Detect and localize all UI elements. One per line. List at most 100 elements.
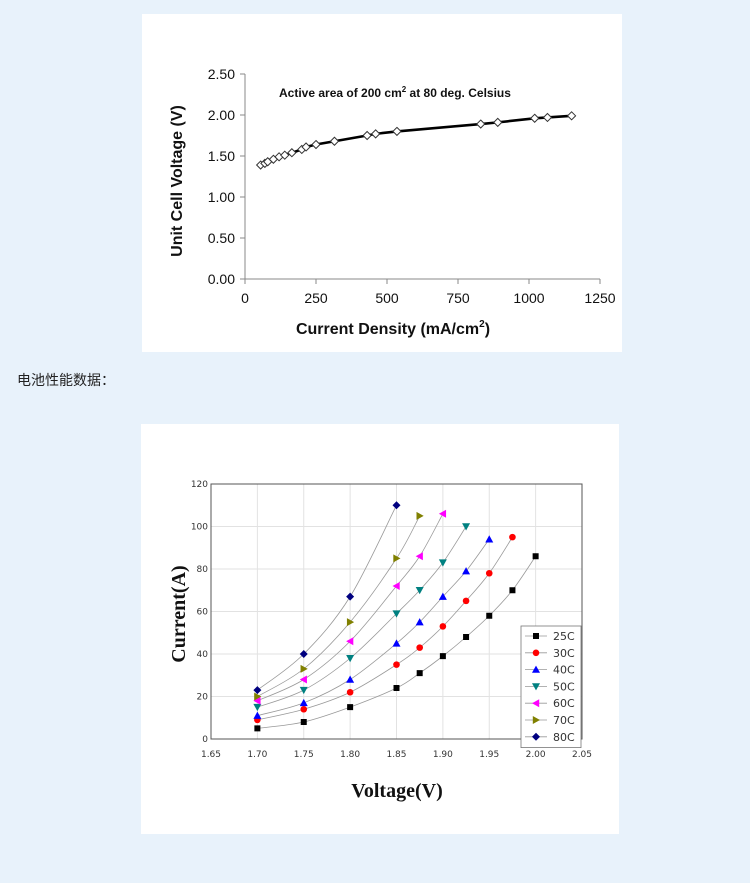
chart2-legend-label: 60C (553, 697, 575, 710)
chart2-x-tick-label: 1.80 (340, 750, 360, 760)
chart2-series-50c-point (415, 587, 424, 595)
chart2-series-25c-point (393, 685, 400, 691)
chart1-axes (240, 73, 601, 284)
chart2-series-30c-point (462, 597, 470, 605)
chart2-series-50c-point (253, 703, 262, 712)
chart1-data-point (329, 136, 340, 146)
chart2-series-50c-point (438, 559, 447, 567)
chart2-legend-label: 30C (553, 647, 575, 660)
chart2-series-30c-line (257, 536, 513, 721)
chart1-x-tick-label: 250 (304, 290, 328, 306)
chart2-series-50c-point (392, 610, 401, 618)
caption-text: 电池性能数据： (17, 373, 115, 389)
chart1-series (255, 111, 577, 170)
chart2-series-70c-point (346, 618, 355, 627)
chart2-y-tick-label: 120 (191, 480, 208, 490)
voltage-vs-current-density-chart: 0.00 0.50 1.00 1.50 2.00 2.50 0 250 500 750 1000 12… (169, 66, 616, 338)
chart2-series-60c-point (346, 637, 354, 646)
chart2-series-70c-point (254, 692, 262, 701)
chart2-series-40c-point (346, 675, 355, 683)
chart2-legend-marker (532, 665, 540, 673)
chart2-series-25c-point (509, 587, 516, 594)
chart1-annotation: Active area of 200 cm2 at 80 deg. Celsiu… (279, 85, 511, 100)
chart2-series-25c-point (254, 725, 261, 732)
chart2-x-tick-label: 1.85 (386, 750, 406, 760)
chart2-series-30c-point (439, 623, 447, 630)
chart-panel-2: 1.65 1.70 1.75 1.80 1.85 1.90 1.95 2.00 2.05 0 20 4… (141, 424, 619, 834)
chart2-y-tick-label: 60 (197, 608, 209, 618)
chart2-series-80c-line (257, 505, 397, 691)
chart2-legend-marker (532, 683, 540, 691)
chart2-series-40c-point (438, 592, 447, 600)
chart2-series-50c-line (257, 526, 467, 708)
chart2-series-30c-point (416, 644, 423, 651)
chart2-x-tick-label: 1.70 (247, 750, 267, 760)
chart1-y-tick-label: 0.50 (208, 230, 235, 246)
chart2-y-tick-label: 80 (197, 565, 209, 575)
chart1-data-point (362, 130, 372, 141)
chart1-y-tick-label: 2.00 (208, 107, 235, 123)
current-vs-voltage-chart: 1.65 1.70 1.75 1.80 1.85 1.90 1.95 2.00 2.05 0 20 4… (168, 480, 592, 802)
chart2-series-25c-point (439, 653, 446, 660)
chart1-xlabel-rest: ) (485, 321, 490, 338)
chart1-series-line (260, 114, 572, 167)
chart2-series-25c-point (347, 704, 354, 711)
chart1-data-point (370, 129, 381, 139)
chart2-axes (210, 483, 583, 740)
chart2-x-tick-label: 1.65 (201, 750, 221, 760)
chart2-series-60c-point (392, 582, 400, 590)
chart2-legend-marker (532, 649, 540, 657)
chart2-series-25c-point (416, 670, 423, 677)
chart1-x-tick-label: 1000 (513, 290, 544, 306)
chart1-data-point (287, 148, 297, 158)
chart2-series-50c-point (299, 686, 308, 695)
chart1-data-point (529, 113, 540, 123)
chart2-legend-label: 40C (553, 664, 575, 677)
chart2-plot-frame (210, 483, 583, 740)
chart1-data-point (566, 111, 577, 121)
chart2-series-60c-point (415, 552, 423, 561)
chart1-tick-labels: 0.00 0.50 1.00 1.50 2.00 2.50 0 250 500 750 1000 12… (208, 66, 616, 306)
chart1-annotation-main: Active area of 200 cm (279, 86, 402, 100)
chart2-legend: 25C 30C 40C 50C 60C 70C 80C (520, 625, 582, 748)
chart2-series-40c-line (257, 539, 490, 717)
chart2-series-70c-line (257, 515, 421, 697)
chart2-series-40c-point (462, 567, 471, 575)
chart1-data-point (280, 150, 290, 160)
chart2-x-tick-label: 1.90 (433, 750, 453, 760)
chart2-series-80c-point (299, 650, 308, 658)
chart2-series-25c-point (486, 612, 493, 619)
chart1-x-tick-label: 750 (446, 290, 470, 306)
chart2-series-70c-point (393, 554, 401, 563)
chart1-data-point (301, 142, 311, 152)
chart2-series-50c-point (346, 655, 355, 663)
chart2-x-axis-label: Voltage(V) (351, 780, 442, 802)
chart2-legend-label: 80C (553, 731, 575, 744)
chart2-series-70c-point (300, 664, 308, 673)
chart2-series-30c-point (346, 688, 354, 696)
chart2-series-40c-point (299, 698, 308, 707)
chart2-series-25c-point (463, 634, 470, 640)
chart2-series-30c-point (485, 569, 493, 577)
chart2-series (253, 501, 539, 732)
chart2-series-25c-point (532, 553, 539, 560)
chart2-series-25c-point (300, 719, 307, 725)
chart1-xlabel-sup: 2 (479, 319, 485, 330)
chart2-series-30c-point (300, 705, 308, 713)
chart2-series-30c-point (509, 533, 516, 541)
chart1-data-point (493, 117, 503, 128)
chart2-series-60c-point (438, 509, 447, 518)
chart2-y-tick-label: 100 (191, 523, 208, 533)
chart2-x-tick-label: 1.95 (479, 750, 499, 760)
chart1-data-point (311, 139, 321, 150)
chart2-series-60c-point (299, 675, 307, 684)
chart2-y-axis-label: Current(A) (168, 565, 190, 662)
chart1-y-tick-label: 1.00 (208, 189, 235, 205)
chart2-series-70c-point (416, 511, 424, 520)
chart2-legend-label: 70C (553, 714, 575, 727)
chart1-annotation-rest: at 80 deg. Celsius (406, 86, 511, 100)
chart2-y-tick-label: 0 (202, 735, 208, 745)
chart2-series-50c-point (462, 523, 471, 531)
chart2-x-tick-label: 2.05 (572, 750, 592, 760)
chart2-series-80c-point (346, 592, 355, 601)
